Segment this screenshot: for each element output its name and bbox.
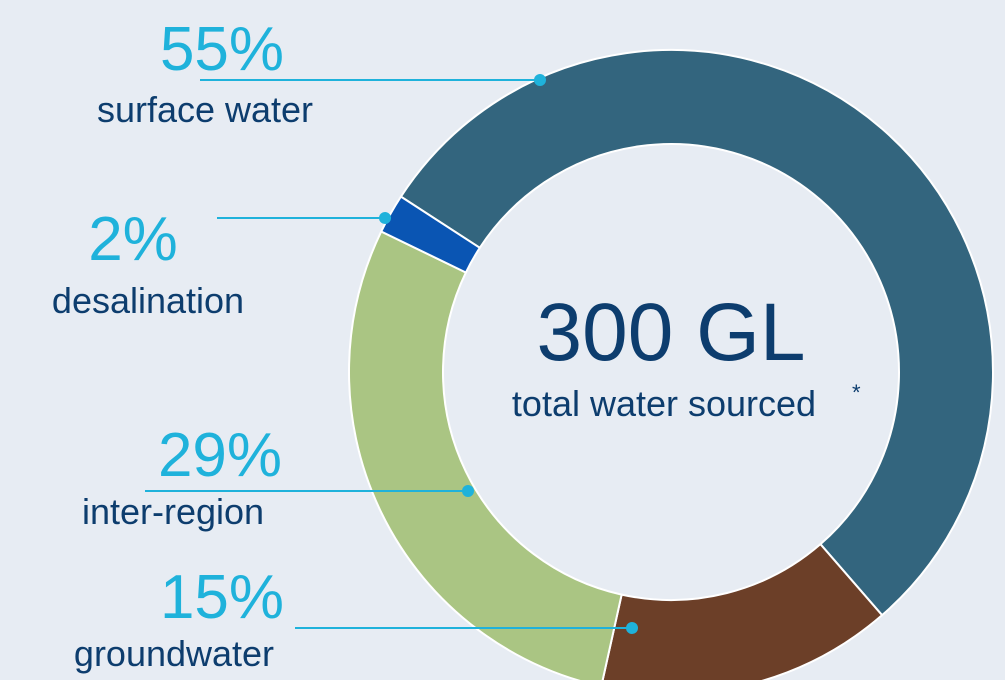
inter-region-percent: 29%	[158, 421, 282, 490]
leader-dot-surface	[534, 74, 546, 86]
groundwater-percent: 15%	[160, 563, 284, 632]
inter-region-label: inter-region	[82, 491, 264, 532]
slice-labels: 55% surface water 2% desalination 29% in…	[52, 15, 313, 674]
donut-center: 300 GL total water sourced *	[512, 287, 861, 424]
groundwater-label: groundwater	[74, 633, 274, 674]
center-total-label: total water sourced	[512, 383, 816, 424]
surface-water-percent: 55%	[160, 15, 284, 84]
surface-water-label: surface water	[97, 89, 313, 130]
center-footnote-mark: *	[852, 380, 861, 405]
center-total-value: 300 GL	[537, 287, 806, 378]
leader-dot-desal	[379, 212, 391, 224]
leader-lines	[145, 74, 638, 634]
donut-slices	[348, 49, 994, 680]
leader-dot-groundwater	[626, 622, 638, 634]
slice-surface	[399, 49, 994, 617]
slice-groundwater	[601, 542, 884, 680]
desalination-label: desalination	[52, 280, 244, 321]
desalination-percent: 2%	[88, 205, 178, 274]
slice-inter	[348, 230, 623, 680]
leader-dot-inter	[462, 485, 474, 497]
